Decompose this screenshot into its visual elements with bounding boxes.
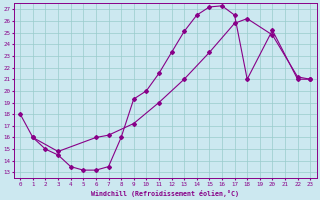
X-axis label: Windchill (Refroidissement éolien,°C): Windchill (Refroidissement éolien,°C) (91, 190, 239, 197)
